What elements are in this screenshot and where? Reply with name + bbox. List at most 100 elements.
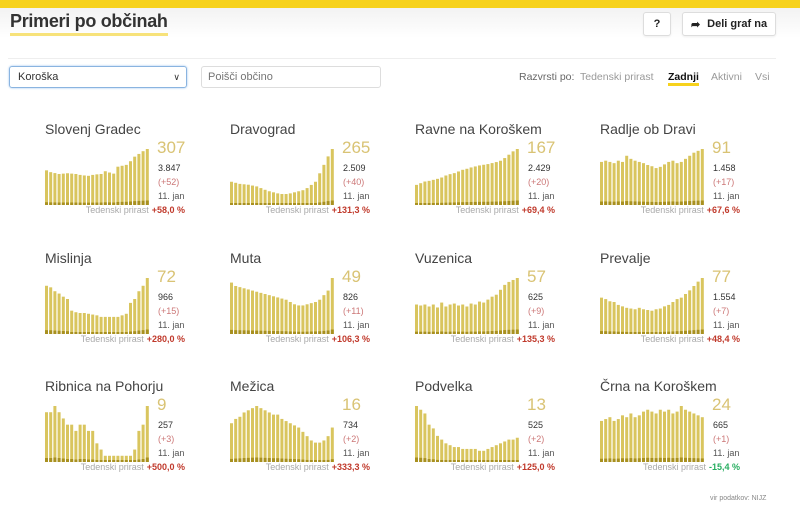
trend-bar xyxy=(423,413,427,462)
new-cases-bar xyxy=(616,458,620,462)
municipality-card[interactable]: Prevalje 77 1.554 (+7) 11. jan Tedenski … xyxy=(600,250,780,370)
new-cases-bar xyxy=(503,460,507,462)
municipality-card[interactable]: Mislinja 72 966 (+15) 11. jan Tedenski p… xyxy=(45,250,225,370)
new-cases: (+17) xyxy=(713,177,735,187)
new-cases-bar xyxy=(129,460,132,462)
trend-bar xyxy=(436,178,439,205)
new-cases-bar xyxy=(116,332,120,334)
new-cases-bar xyxy=(74,459,78,462)
sort-weekly-growth[interactable]: Tedenski prirast xyxy=(580,71,654,83)
new-cases-bar xyxy=(120,201,124,205)
new-cases-bar xyxy=(141,459,145,462)
new-cases-bar xyxy=(436,331,439,334)
new-cases-bar xyxy=(272,203,275,205)
trend-bar xyxy=(301,305,305,334)
share-button[interactable]: ➦ Deli graf na xyxy=(682,12,776,36)
trend-bar xyxy=(671,413,675,462)
new-cases-bar xyxy=(259,203,263,205)
new-cases-bar xyxy=(452,460,456,462)
trend-bar xyxy=(671,160,675,205)
new-cases-bar xyxy=(469,460,473,462)
trend-bar xyxy=(415,406,418,462)
sort-all[interactable]: Vsi xyxy=(755,71,770,83)
region-select[interactable]: Koroška ∨ xyxy=(9,66,187,88)
trend-bar xyxy=(440,177,444,205)
trend-bar xyxy=(499,160,502,205)
trend-bar xyxy=(57,173,61,205)
trend-bar xyxy=(318,442,322,462)
total-cases: 2.509 xyxy=(343,163,366,173)
municipality-card[interactable]: Črna na Koroškem 24 665 (+1) 11. jan Ted… xyxy=(600,378,780,498)
weekly-growth-value: +131,3 % xyxy=(331,205,370,215)
date: 11. jan xyxy=(713,320,740,330)
sort-latest[interactable]: Zadnji xyxy=(668,71,699,86)
trend-bar xyxy=(116,166,120,205)
trend-bar xyxy=(679,297,683,334)
municipality-card[interactable]: Dravograd 265 2.509 (+40) 11. jan Tedens… xyxy=(230,121,410,241)
new-cases-bar xyxy=(276,458,280,462)
new-cases-bar xyxy=(482,201,486,205)
date: 11. jan xyxy=(158,320,185,330)
new-cases-bar xyxy=(284,331,288,334)
trend-sparkline xyxy=(45,149,149,205)
new-cases-bar xyxy=(297,459,301,462)
municipality-card[interactable]: Muta 49 826 (+11) 11. jan Tedenski prira… xyxy=(230,250,410,370)
trend-bar xyxy=(255,186,259,205)
new-cases-bar xyxy=(120,332,124,334)
trend-bar xyxy=(473,448,477,462)
new-cases-bar xyxy=(280,458,284,462)
municipality-search-input[interactable] xyxy=(201,66,381,88)
total-cases: 2.429 xyxy=(528,163,551,173)
new-cases-bar xyxy=(70,459,74,462)
new-cases-bar xyxy=(267,458,271,462)
new-cases-bar xyxy=(658,331,662,334)
trend-bar xyxy=(457,171,460,205)
new-cases-bar xyxy=(99,202,103,205)
new-cases-bar xyxy=(658,201,662,205)
trend-bar xyxy=(658,166,662,205)
new-cases-bar xyxy=(671,331,675,334)
new-cases-bar xyxy=(251,203,254,205)
municipality-card[interactable]: Radlje ob Dravi 91 1.458 (+17) 11. jan T… xyxy=(600,121,780,241)
new-cases-bar xyxy=(427,459,431,462)
help-button[interactable]: ? xyxy=(643,12,671,36)
trend-bar xyxy=(272,296,275,334)
new-cases-bar xyxy=(66,459,69,462)
new-cases-bar xyxy=(103,332,107,334)
new-cases-bar xyxy=(251,330,254,334)
municipality-card[interactable]: Ribnica na Pohorju 9 257 (+3) 11. jan Te… xyxy=(45,378,225,498)
new-cases-bar xyxy=(465,202,469,205)
trend-bar xyxy=(309,303,313,334)
top-accent-bar xyxy=(0,0,800,8)
municipality-card[interactable]: Slovenj Gradec 307 3.847 (+52) 11. jan T… xyxy=(45,121,225,241)
trend-bar xyxy=(608,161,612,205)
municipality-card[interactable]: Podvelka 13 525 (+2) 11. jan Tedenski pr… xyxy=(415,378,595,498)
new-cases: (+40) xyxy=(343,177,365,187)
trend-bar xyxy=(70,424,74,462)
weekly-growth: Tedenski prirast +500,0 % xyxy=(81,462,185,472)
trend-sparkline xyxy=(600,406,704,462)
new-cases-bar xyxy=(457,331,460,334)
trend-bar xyxy=(112,455,116,462)
new-cases-bar xyxy=(284,458,288,462)
trend-bar xyxy=(431,179,435,205)
municipality-name: Podvelka xyxy=(415,378,473,394)
trend-bar xyxy=(608,301,612,334)
municipality-card[interactable]: Mežica 16 734 (+2) 11. jan Tedenski prir… xyxy=(230,378,410,498)
new-cases-bar xyxy=(633,458,637,462)
sort-active[interactable]: Aktivni xyxy=(711,71,742,83)
weekly-growth: Tedenski prirast +106,3 % xyxy=(266,334,370,344)
new-cases-bar xyxy=(255,203,259,205)
trend-sparkline xyxy=(230,278,334,334)
new-cases-bar xyxy=(663,331,666,334)
new-cases-bar xyxy=(452,202,456,205)
trend-bar xyxy=(637,161,641,205)
new-cases-bar xyxy=(129,201,132,205)
new-cases-bar xyxy=(684,201,687,205)
new-cases-bar xyxy=(145,457,149,462)
trend-bar xyxy=(103,316,107,334)
municipality-card[interactable]: Ravne na Koroškem 167 2.429 (+20) 11. ja… xyxy=(415,121,595,241)
trend-bar xyxy=(515,278,519,334)
municipality-card[interactable]: Vuzenica 57 625 (+9) 11. jan Tedenski pr… xyxy=(415,250,595,370)
trend-bar xyxy=(293,192,296,205)
